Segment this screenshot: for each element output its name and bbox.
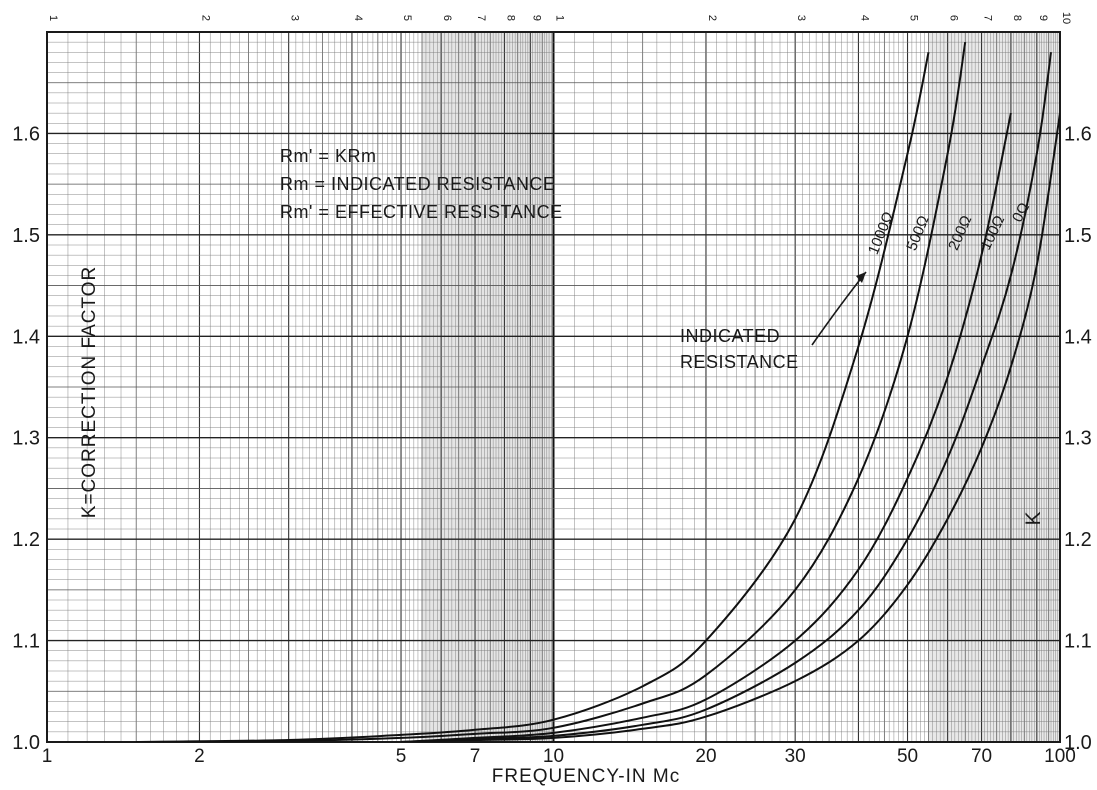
- x-tick-label: 7: [470, 746, 481, 767]
- x-top-tick-label: 2: [706, 15, 718, 21]
- x-top-tick-label: 6: [441, 15, 453, 21]
- x-top-tick-label: 5: [908, 15, 920, 21]
- x-tick-label: 20: [695, 746, 716, 767]
- formula-line-3: Rm' = EFFECTIVE RESISTANCE: [280, 202, 563, 222]
- indicated-line-1: INDICATED: [680, 326, 780, 346]
- x-top-tick-label: 1: [554, 15, 566, 21]
- x-tick-label: 10: [543, 746, 564, 767]
- y-axis-label: K=CORRECTION FACTOR: [79, 266, 100, 518]
- x-top-tick-label: 9: [1037, 15, 1049, 21]
- x-top-tick-label: 7: [982, 15, 994, 21]
- y-tick-label-right: 1.4: [1064, 326, 1092, 348]
- x-tick-label: 1: [42, 746, 53, 767]
- x-top-tick-label: 9: [530, 15, 542, 21]
- indicated-resistance-annotation: INDICATED RESISTANCE: [680, 271, 867, 372]
- x-top-tick-label: 7: [475, 15, 487, 21]
- formula-annotation: Rm' = KRm Rm = INDICATED RESISTANCE Rm' …: [280, 146, 563, 222]
- y-tick-label: 1.0: [12, 732, 40, 754]
- x-top-tick-label: 1: [47, 15, 59, 21]
- x-top-tick-label: 3: [289, 15, 301, 21]
- curve-2: [136, 41, 967, 742]
- x-axis-label: FREQUENCY-IN Mc: [492, 766, 680, 787]
- tick-labels: 1 2 5 7 10 20 30 50 70 100 1 2 3 4 5 6 7 8 9 1 2 3 4 5 6 7 8 9 10 1.0…: [12, 12, 1092, 767]
- curve-label-1: 1000Ω: [865, 209, 897, 257]
- x-top-tick-label: 3: [795, 15, 807, 21]
- curve-4: [400, 52, 1052, 742]
- x-tick-label: 2: [194, 746, 205, 767]
- y-tick-label: 1.1: [12, 631, 40, 653]
- x-top-tick-label: 8: [504, 15, 516, 21]
- y-tick-label: 1.6: [12, 123, 40, 145]
- x-top-tick-label: 2: [199, 15, 211, 21]
- y-tick-label: 1.5: [12, 225, 40, 247]
- y-tick-label-right: 1.0: [1064, 732, 1092, 754]
- x-top-tick-label: 4: [858, 15, 870, 21]
- y-tick-label: 1.2: [12, 529, 40, 551]
- curve-5: [400, 112, 1060, 742]
- indicated-resistance-arrowhead: [856, 272, 866, 283]
- x-top-tick-label: 6: [948, 15, 960, 21]
- y-tick-label-right: 1.2: [1064, 529, 1092, 551]
- y-tick-label-right: 1.6: [1064, 123, 1092, 145]
- indicated-line-2: RESISTANCE: [680, 352, 799, 372]
- x-tick-label: 100: [1044, 746, 1076, 767]
- y-tick-label-right: 1.5: [1064, 225, 1092, 247]
- x-top-tick-label: 10: [1060, 12, 1072, 24]
- x-top-tick-label: 4: [352, 15, 364, 21]
- y-tick-label: 1.4: [12, 326, 40, 348]
- formula-line-2: Rm = INDICATED RESISTANCE: [280, 174, 555, 194]
- x-top-tick-label: 8: [1011, 15, 1023, 21]
- x-tick-label: 30: [785, 746, 806, 767]
- y-tick-label-right: 1.3: [1064, 428, 1092, 450]
- x-top-tick-label: 5: [401, 15, 413, 21]
- x-tick-label: 50: [897, 746, 918, 767]
- x-tick-label: 5: [396, 746, 407, 767]
- formula-line-1: Rm' = KRm: [280, 146, 376, 166]
- curve-1: [136, 52, 930, 742]
- y-tick-label-right: 1.1: [1064, 631, 1092, 653]
- plot-frame: [46, 31, 1061, 743]
- x-tick-label: 70: [971, 746, 992, 767]
- curves: [136, 41, 1060, 742]
- y-axis-label-right: K: [1022, 510, 1045, 525]
- curve-3: [400, 112, 1012, 742]
- grid: [46, 31, 1061, 743]
- y-tick-label: 1.3: [12, 428, 40, 450]
